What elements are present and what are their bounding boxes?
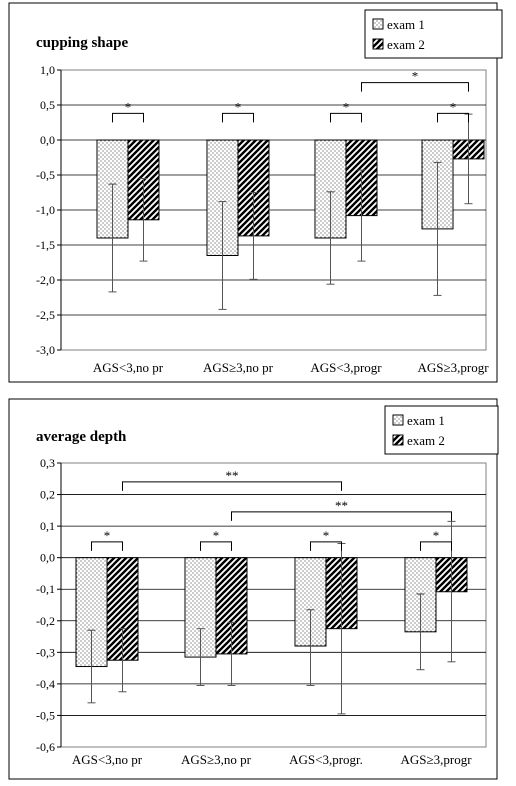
y-tick-label: 0,5 (40, 98, 55, 112)
y-tick-label: -1,0 (36, 203, 55, 217)
significance-label: * (125, 99, 132, 114)
legend (384, 405, 499, 455)
y-tick-label: 1,0 (40, 63, 55, 77)
y-tick-label: -0,5 (36, 708, 55, 722)
x-tick-label: AGS≥3,progr (400, 752, 472, 767)
significance-bracket (91, 541, 123, 551)
significance-bracket (420, 541, 452, 551)
x-tick-label: AGS<3,no pr (72, 752, 143, 767)
significance-label: * (213, 528, 220, 543)
significance-label: * (433, 528, 440, 543)
y-tick-label: 0,0 (40, 133, 55, 147)
y-tick-label: -0,3 (36, 645, 55, 659)
cupping-shape-chart: cupping shape 1,0 0,5 0,0 -0,5 -1,0 -1,5 -2,0 -2… (8, 2, 503, 383)
y-tick-label: -2,0 (36, 273, 55, 287)
significance-bracket (330, 112, 362, 123)
significance-bracket (222, 112, 254, 123)
legend-swatch-exam2 (372, 38, 384, 50)
legend-label: exam 2 (387, 37, 425, 52)
y-tick-label: -0,2 (36, 614, 55, 628)
chart-title: average depth (36, 429, 127, 445)
chart-title: cupping shape (36, 35, 128, 51)
x-tick-label: AGS≥3,no pr (203, 360, 274, 375)
significance-label: * (412, 69, 419, 84)
x-tick-label: AGS<3,no pr (93, 360, 164, 375)
significance-bracket (112, 112, 144, 123)
legend-swatch-exam2 (392, 434, 404, 446)
significance-bracket (200, 541, 232, 551)
legend-swatch-exam1 (372, 18, 384, 30)
significance-bracket (361, 82, 469, 92)
significance-label: * (450, 99, 457, 114)
y-tick-label: 0,2 (40, 488, 55, 502)
y-tick-label: -0,1 (36, 582, 55, 596)
y-tick-label: 0,1 (40, 519, 55, 533)
legend-label: exam 1 (407, 413, 445, 428)
y-tick-label: -0,6 (36, 740, 55, 754)
legend-label: exam 1 (387, 17, 425, 32)
significance-bracket (231, 511, 452, 521)
legend-label: exam 2 (407, 433, 445, 448)
y-tick-label: -2,5 (36, 308, 55, 322)
significance-label: * (343, 99, 350, 114)
y-tick-label: -3,0 (36, 343, 55, 357)
legend (364, 9, 503, 59)
y-tick-label: 0,0 (40, 551, 55, 565)
legend-swatch-exam1 (392, 414, 404, 426)
x-tick-label: AGS≥3,no pr (181, 752, 252, 767)
y-tick-label: -0,4 (36, 677, 55, 691)
x-tick-label: AGS<3,progr (310, 360, 382, 375)
significance-label: * (235, 99, 242, 114)
significance-label: * (104, 528, 111, 543)
significance-bracket (437, 112, 469, 123)
significance-bracket (310, 541, 342, 551)
significance-label: * (323, 528, 330, 543)
significance-label: ** (335, 498, 348, 513)
x-tick-label: AGS≥3,progr (417, 360, 489, 375)
significance-label: ** (226, 468, 239, 483)
significance-bracket (122, 481, 342, 491)
y-tick-label: -0,5 (36, 168, 55, 182)
average-depth-chart: average depth 0,3 0,2 0,1 0,0 -0,1 -0,2 -0,3 -0,… (8, 398, 499, 780)
y-tick-label: -1,5 (36, 238, 55, 252)
y-tick-label: 0,3 (40, 456, 55, 470)
x-tick-label: AGS<3,progr. (289, 752, 363, 767)
